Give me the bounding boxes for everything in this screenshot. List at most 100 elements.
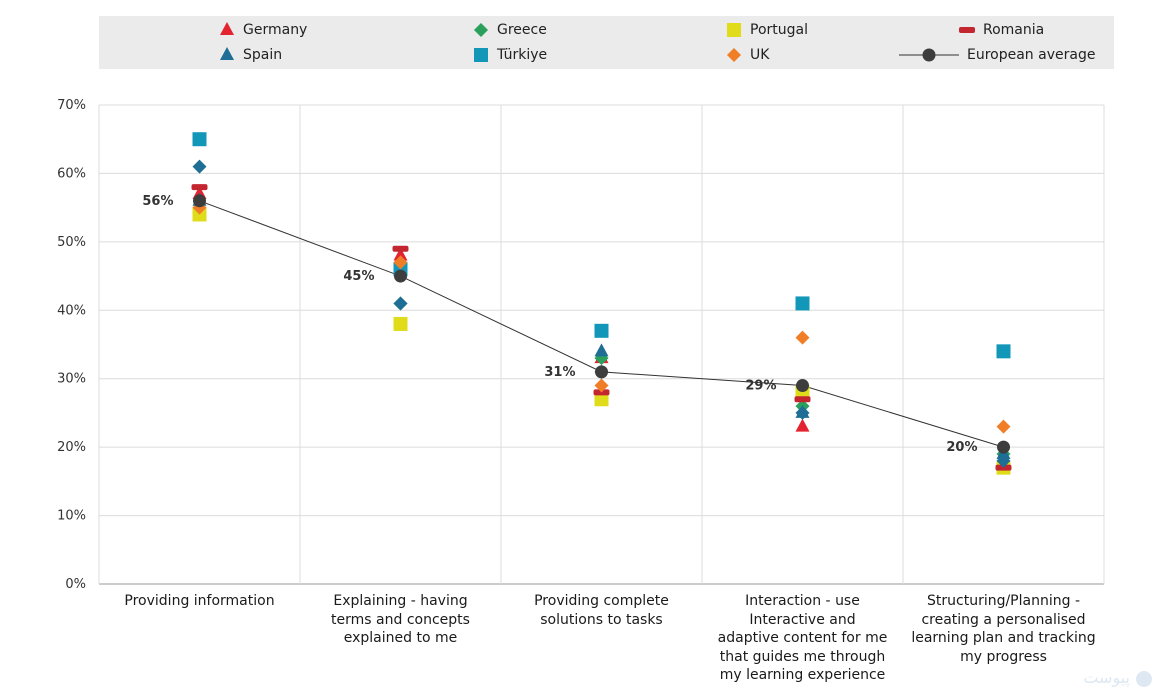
x-category-label-line: adaptive content for me bbox=[717, 630, 888, 646]
legend-item: Germany bbox=[219, 19, 307, 41]
legend-marker bbox=[220, 47, 234, 60]
watermark: پیوست bbox=[1083, 668, 1152, 687]
y-tick-label: 60% bbox=[57, 166, 86, 181]
data-point bbox=[996, 453, 1011, 468]
y-tick-label: 10% bbox=[57, 509, 86, 524]
y-tick-label: 30% bbox=[57, 372, 86, 387]
legend-item: Türkiye bbox=[473, 44, 547, 66]
data-point bbox=[393, 247, 408, 261]
average-data-label: 31% bbox=[544, 365, 575, 380]
x-category-label-line: Interactive and bbox=[749, 611, 856, 628]
legend-marker bbox=[727, 23, 741, 37]
legend-marker-icon bbox=[220, 22, 234, 35]
legend-item: Romania bbox=[959, 19, 1044, 41]
data-point bbox=[795, 330, 810, 345]
y-tick-label: 0% bbox=[65, 577, 86, 592]
x-category-label-line: solutions to tasks bbox=[540, 611, 663, 628]
x-category-label-line: creating a personalised bbox=[921, 611, 1086, 628]
data-point bbox=[996, 419, 1011, 434]
legend-marker bbox=[474, 48, 488, 62]
data-point bbox=[795, 418, 810, 432]
legend-label: Germany bbox=[243, 22, 308, 38]
data-point bbox=[191, 184, 208, 191]
x-category-label-line: explained to me bbox=[343, 630, 458, 646]
y-tick-label: 50% bbox=[57, 235, 86, 250]
watermark-text: پیوست bbox=[1083, 668, 1130, 687]
average-point bbox=[193, 194, 206, 208]
x-category-label: Structuring/Planning - creating a persona… bbox=[904, 592, 1104, 666]
data-point bbox=[594, 378, 609, 393]
legend-label: UK bbox=[750, 47, 770, 63]
watermark-logo-icon bbox=[1136, 670, 1152, 687]
y-tick-label: 20% bbox=[57, 440, 86, 455]
data-point bbox=[794, 396, 811, 403]
legend-marker-icon bbox=[474, 23, 488, 37]
legend-marker bbox=[959, 27, 975, 33]
legend-circle bbox=[922, 48, 936, 62]
x-category-label-line: my learning experience bbox=[719, 667, 886, 683]
x-category-label-line: Interaction - use bbox=[745, 593, 860, 609]
data-point bbox=[192, 132, 207, 147]
legend-item: Spain bbox=[219, 44, 282, 66]
legend-item: Greece bbox=[473, 19, 547, 41]
series-t-rkiye bbox=[192, 132, 1011, 359]
average-data-label: 29% bbox=[745, 379, 776, 394]
legend-item: Portugal bbox=[726, 19, 808, 41]
legend-marker-icon bbox=[959, 27, 975, 33]
legend-item: UK bbox=[726, 44, 769, 66]
legend-marker bbox=[727, 48, 741, 62]
x-category-label-line: learning plan and tracking bbox=[911, 630, 1096, 646]
legend-marker bbox=[474, 23, 488, 37]
legend-marker-icon bbox=[474, 48, 488, 62]
series-spain bbox=[192, 159, 1011, 468]
x-category-label-line: terms and concepts bbox=[331, 611, 470, 628]
x-category-label-line: Providing complete bbox=[534, 593, 669, 609]
y-tick-label: 40% bbox=[57, 303, 86, 318]
data-point bbox=[594, 392, 609, 407]
legend-label: Spain bbox=[243, 47, 283, 63]
data-point bbox=[795, 296, 810, 311]
x-category-label: Explaining - having terms and concepts exp… bbox=[301, 592, 501, 648]
series-european-average: 56% 45% 31% 29% 20% bbox=[142, 194, 1010, 455]
legend-label: Romania bbox=[983, 22, 1045, 38]
legend-label: Portugal bbox=[750, 22, 808, 38]
legend-item: European average bbox=[899, 44, 1095, 66]
legend-marker-icon bbox=[727, 48, 741, 62]
x-category-label: Providing information bbox=[100, 592, 300, 611]
x-category-label: Providing complete solutions to tasks bbox=[502, 592, 702, 629]
data-point bbox=[392, 245, 409, 252]
data-point bbox=[795, 405, 810, 420]
average-point bbox=[796, 379, 809, 393]
legend-label: Greece bbox=[497, 22, 547, 38]
average-point bbox=[997, 440, 1010, 454]
y-tick-label: 70% bbox=[57, 98, 86, 113]
data-point bbox=[393, 255, 408, 270]
x-category-label: Interaction - use Interactive and adaptive… bbox=[703, 592, 903, 685]
x-category-label-line: my progress bbox=[960, 648, 1047, 665]
legend-marker bbox=[220, 22, 234, 35]
legend: Germany Spain Greece Türkiye Portugal UK Roman… bbox=[99, 16, 1114, 69]
series-uk bbox=[192, 200, 1011, 434]
average-point bbox=[595, 365, 608, 379]
legend-label: European average bbox=[967, 47, 1096, 63]
x-category-label-line: that guides me through bbox=[719, 648, 886, 665]
average-data-label: 20% bbox=[946, 440, 977, 455]
data-point bbox=[594, 323, 609, 338]
average-data-label: 45% bbox=[343, 269, 374, 284]
series-portugal bbox=[192, 207, 1011, 475]
legend-label: Türkiye bbox=[497, 47, 548, 63]
data-point bbox=[996, 344, 1011, 359]
average-point bbox=[394, 269, 407, 283]
x-category-label-line: Explaining - having bbox=[333, 593, 468, 609]
data-point bbox=[393, 296, 408, 311]
average-data-label: 56% bbox=[142, 194, 173, 209]
x-category-label-line: Providing information bbox=[124, 593, 275, 609]
data-point bbox=[393, 316, 408, 331]
data-point bbox=[192, 159, 207, 174]
x-category-label-line: Structuring/Planning - bbox=[927, 593, 1080, 609]
legend-marker-icon bbox=[899, 48, 959, 62]
data-point bbox=[594, 343, 609, 357]
legend-marker-icon bbox=[220, 47, 234, 60]
legend-marker-icon bbox=[727, 23, 741, 37]
